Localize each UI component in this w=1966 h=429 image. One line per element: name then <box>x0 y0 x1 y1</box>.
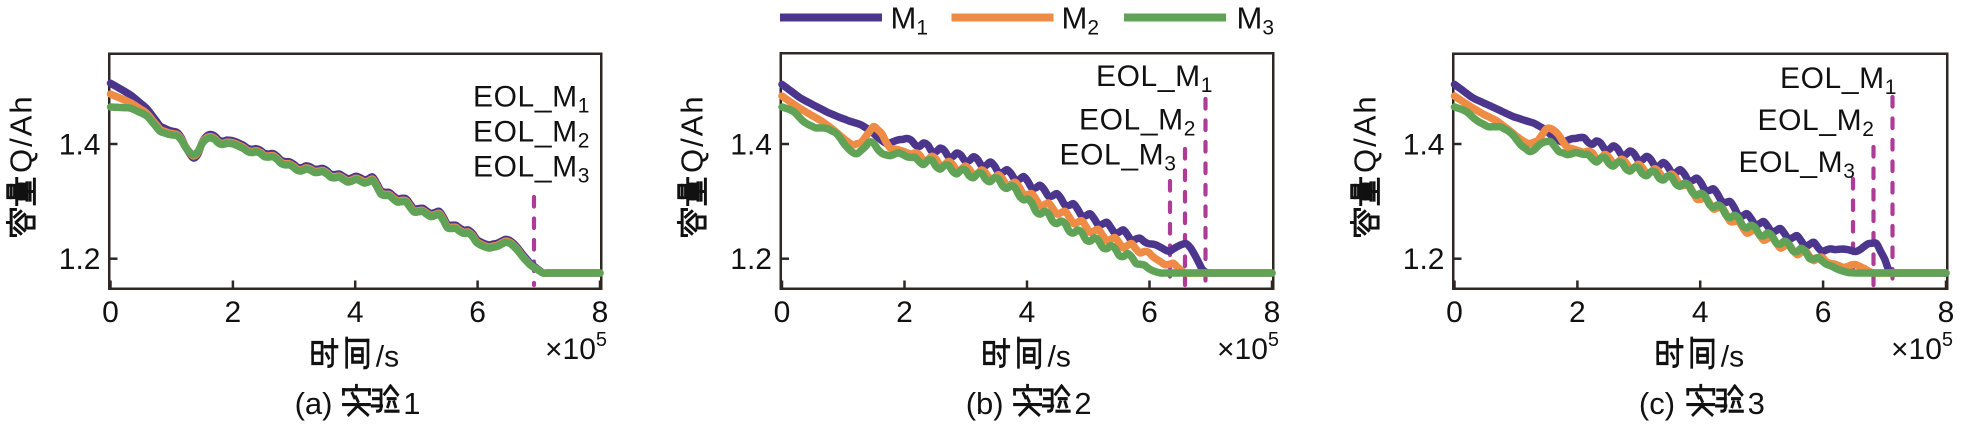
svg-text:/s: /s <box>1048 341 1071 374</box>
svg-text:EOL_M3: EOL_M3 <box>1739 146 1856 183</box>
svg-text:Q/Ah: Q/Ah <box>675 94 710 173</box>
svg-text:2: 2 <box>896 296 913 329</box>
svg-text:1.2: 1.2 <box>730 243 772 276</box>
svg-text:4: 4 <box>347 296 364 329</box>
svg-text:EOL_M3: EOL_M3 <box>1060 139 1177 176</box>
svg-text:6: 6 <box>1815 296 1832 329</box>
svg-text:1.4: 1.4 <box>59 129 101 162</box>
svg-text:1.4: 1.4 <box>730 129 772 162</box>
svg-text:EOL_M1: EOL_M1 <box>1780 62 1897 99</box>
svg-text:1.2: 1.2 <box>1403 243 1445 276</box>
svg-text:EOL_M2: EOL_M2 <box>1758 104 1875 141</box>
svg-text:1: 1 <box>403 386 420 421</box>
svg-text:4: 4 <box>1692 296 1709 329</box>
svg-text:1.4: 1.4 <box>1403 129 1445 162</box>
svg-text:Q/Ah: Q/Ah <box>1348 94 1383 173</box>
svg-text:/s: /s <box>376 341 399 374</box>
svg-text:(b): (b) <box>966 386 1004 421</box>
svg-text:EOL_M2: EOL_M2 <box>473 116 590 153</box>
svg-text:(a): (a) <box>295 386 333 421</box>
svg-text:/s: /s <box>1721 341 1744 374</box>
svg-text:EOL_M1: EOL_M1 <box>473 81 590 118</box>
svg-text:EOL_M2: EOL_M2 <box>1079 104 1196 141</box>
svg-text:EOL_M1: EOL_M1 <box>1096 60 1213 97</box>
svg-text:Q/Ah: Q/Ah <box>4 94 39 173</box>
svg-text:6: 6 <box>469 296 486 329</box>
svg-text:1.2: 1.2 <box>59 243 101 276</box>
svg-text:(c): (c) <box>1639 386 1675 421</box>
svg-text:6: 6 <box>1141 296 1158 329</box>
svg-text:8: 8 <box>592 296 609 329</box>
svg-text:2: 2 <box>1569 296 1586 329</box>
svg-text:8: 8 <box>1938 296 1955 329</box>
svg-text:0: 0 <box>1446 296 1463 329</box>
svg-text:8: 8 <box>1264 296 1281 329</box>
svg-text:0: 0 <box>102 296 119 329</box>
svg-text:0: 0 <box>774 296 791 329</box>
svg-text:3: 3 <box>1748 386 1765 421</box>
svg-text:2: 2 <box>225 296 242 329</box>
svg-text:4: 4 <box>1019 296 1036 329</box>
svg-text:EOL_M3: EOL_M3 <box>473 151 590 188</box>
svg-text:2: 2 <box>1074 386 1091 421</box>
